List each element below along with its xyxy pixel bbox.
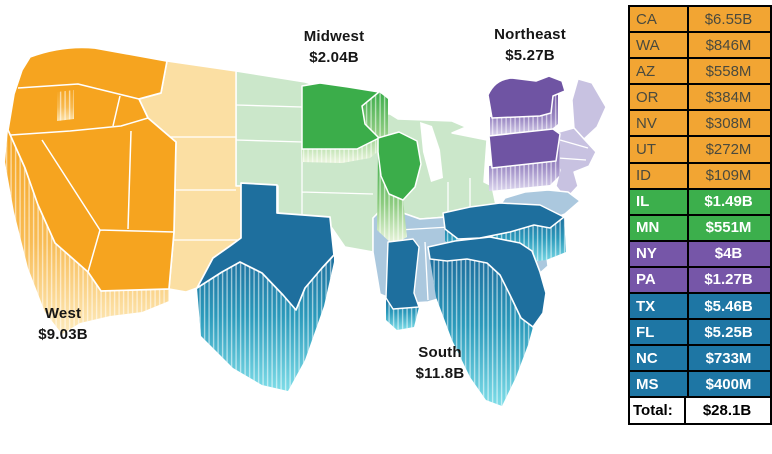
table-row-az: AZ $558M [630,59,770,84]
pennsylvania-top-face [488,128,561,169]
minnesota-extrusion-stripes [302,92,388,163]
state-value-cell: $1.49B [689,189,770,214]
illinois-extrusion-stripes [377,152,407,245]
state-code-cell: NC [630,346,687,371]
state-code-cell: CA [630,7,687,32]
texas-raised [196,182,335,391]
table-row-nc: NC $733M [630,346,770,371]
state-value-cell: $5.25B [689,320,770,345]
table-row-total: Total: $28.1B [630,398,770,423]
state-code-cell: PA [630,267,687,293]
table-row-fl: FL $5.25B [630,320,770,345]
table-row-pa: PA $1.27B [630,267,770,293]
region-name: Midwest [303,28,365,45]
table-row-nv: NV $308M [630,111,770,136]
minnesota-raised [301,82,388,163]
table-row-ut: UT $272M [630,137,770,162]
minnesota-top-face [301,82,380,150]
florida-extrusion-stripes [430,259,533,406]
state-value-cell: $733M [689,346,770,371]
florida-top-face [427,236,547,328]
mississippi-raised [385,238,420,330]
new-england-borders [557,139,589,161]
us-map-container [5,46,607,406]
region-name: Northeast [494,26,566,43]
west-raised-block [5,46,177,334]
table-row-ny: NY $4B [630,241,770,266]
table-row-id: ID $109M [630,163,770,188]
total-value-cell: $28.1B [686,398,770,423]
region-name: West [44,305,82,322]
florida-raised [427,236,547,406]
region-total: $11.8B [415,365,465,382]
table-row-wa: WA $846M [630,33,770,58]
texas-top-face [196,182,335,311]
state-code-cell: NV [630,111,687,136]
region-northeast-flat [552,78,607,200]
state-value-cell: $846M [689,33,770,58]
state-value-cell: $5.46B [689,294,770,319]
new-york-top-face [487,75,566,119]
state-code-cell: AZ [630,59,687,84]
mississippi-extrusion-stripes [386,298,419,330]
state-value-cell: $551M [689,215,770,240]
pennsylvania-raised [488,128,561,191]
region-name: South [418,344,462,361]
lake-michigan [420,122,443,182]
north-carolina-top-face [442,202,565,240]
table-row-ca: CA $6.55B [630,7,770,32]
state-code-cell: MN [630,215,687,240]
state-value-cell: $6.55B [689,7,770,32]
pennsylvania-extrusion-stripes [489,130,560,191]
label-midwest: Midwest $2.04B [275,26,393,68]
west-top-face [7,46,177,292]
state-value-table: CA $6.55B WA $846M AZ $558M OR $384M NV … [628,5,772,425]
state-code-cell: WA [630,33,687,58]
west-state-borders [10,83,175,273]
label-south: South $11.8B [380,342,500,384]
total-label-cell: Total: [630,398,684,423]
label-west: West $9.03B [13,303,113,345]
us-prism-map [5,46,607,406]
table-row-or: OR $384M [630,85,770,110]
illinois-raised [377,131,422,245]
table-row-tx: TX $5.46B [630,294,770,319]
state-code-cell: IL [630,189,687,214]
state-code-cell: TX [630,294,687,319]
state-value-cell: $272M [689,137,770,162]
state-code-cell: FL [630,320,687,345]
west-extrusion-stripes [5,130,169,334]
state-code-cell: ID [630,163,687,188]
region-total: $2.04B [309,49,359,66]
state-value-cell: $384M [689,85,770,110]
idaho-inner-extrusion-stripes [57,90,74,121]
region-total: $9.03B [38,326,88,343]
table-row-ms: MS $400M [630,372,770,397]
label-northeast: Northeast $5.27B [470,24,590,66]
state-maine [571,78,607,140]
state-value-cell: $4B [689,241,770,266]
new-york-raised [487,75,566,136]
region-total: $5.27B [505,47,555,64]
state-code-cell: NY [630,241,687,266]
state-value-cell: $558M [689,59,770,84]
table-row-il: IL $1.49B [630,189,770,214]
illinois-top-face [377,131,422,201]
table-row-mn: MN $551M [630,215,770,240]
state-value-cell: $109M [689,163,770,188]
state-value-cell: $1.27B [689,267,770,293]
mississippi-top-face [385,238,420,310]
state-value-cell: $400M [689,372,770,397]
state-code-cell: MS [630,372,687,397]
state-code-cell: UT [630,137,687,162]
state-code-cell: OR [630,85,687,110]
state-value-cell: $308M [689,111,770,136]
texas-extrusion-stripes [197,255,334,391]
